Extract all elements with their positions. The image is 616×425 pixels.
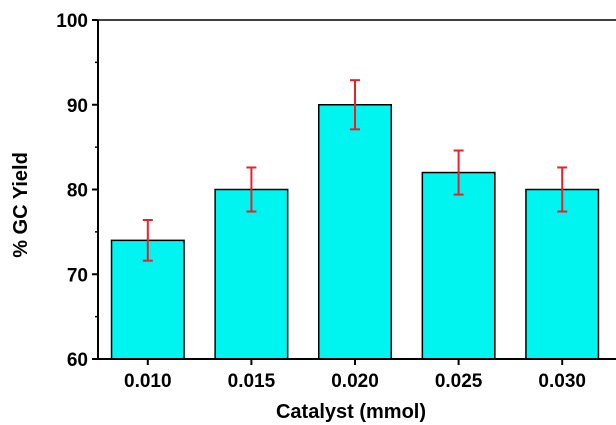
error-bar-0.025 (453, 149, 464, 196)
bar-0.025 (421, 171, 496, 360)
error-bar-0.030 (557, 166, 568, 213)
bar-0.030 (525, 188, 600, 360)
x-tick-label-0.015: 0.015 (228, 371, 276, 392)
x-axis-title: Catalyst (mmol) (276, 401, 426, 423)
bar-0.020 (317, 104, 393, 360)
y-axis-title: % GC Yield (10, 152, 32, 258)
x-tick-label-0.020: 0.020 (331, 371, 379, 392)
y-tick-label-80: 80 (67, 181, 88, 202)
y-tick-label-90: 90 (67, 96, 88, 117)
error-bars-layer (142, 79, 568, 262)
axes-layer (92, 19, 616, 365)
error-bar-0.010 (142, 219, 153, 262)
x-tick-label-0.025: 0.025 (435, 371, 483, 392)
bar-0.015 (214, 188, 289, 360)
error-bar-0.020 (350, 79, 360, 131)
y-tick-label-100: 100 (56, 11, 88, 32)
error-bar-0.015 (246, 166, 257, 213)
tick-labels-layer: 0.010 0.015 0.020 0.025 0.030 60 70 80 90 100 (56, 11, 586, 392)
x-tick-label-0.010: 0.010 (124, 371, 172, 392)
x-tick-label-0.030: 0.030 (538, 371, 586, 392)
bars-layer (110, 104, 600, 360)
y-tick-label-60: 60 (67, 350, 88, 371)
y-tick-label-70: 70 (67, 265, 88, 286)
